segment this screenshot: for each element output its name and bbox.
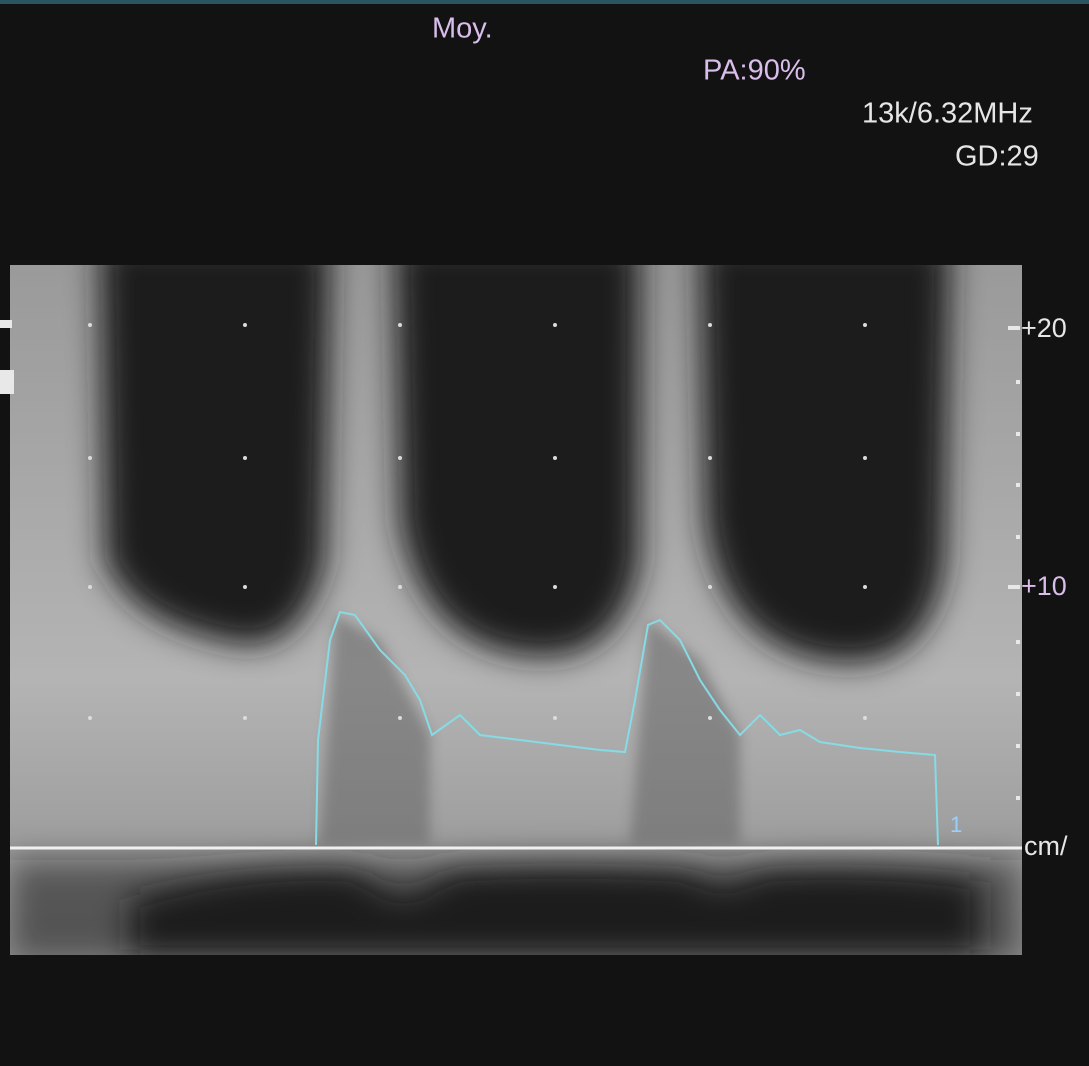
frequency-label: 13k/6.32MHz xyxy=(862,98,1033,130)
dark-region xyxy=(100,240,330,645)
dark-region xyxy=(395,240,640,657)
dark-region xyxy=(130,865,980,960)
scale-label: +10 xyxy=(1021,571,1067,601)
scale-label: +20 xyxy=(1021,313,1067,343)
doppler-screen: Moy. PA:90% 13k/6.32MHz GD:29 +20 +10 cm… xyxy=(0,0,1089,1066)
unit-label: cm/ xyxy=(1024,831,1068,861)
dark-region xyxy=(700,240,950,663)
gain-label: GD:29 xyxy=(955,141,1039,173)
top-bar xyxy=(0,0,1089,4)
trace-label: 1 xyxy=(950,812,962,837)
mode-label: Moy. xyxy=(432,13,493,45)
spectrum xyxy=(10,240,1022,960)
power-label: PA:90% xyxy=(703,55,806,87)
page: {"header": {"mode": "Moy.", "power": "PA… xyxy=(0,0,1089,1066)
